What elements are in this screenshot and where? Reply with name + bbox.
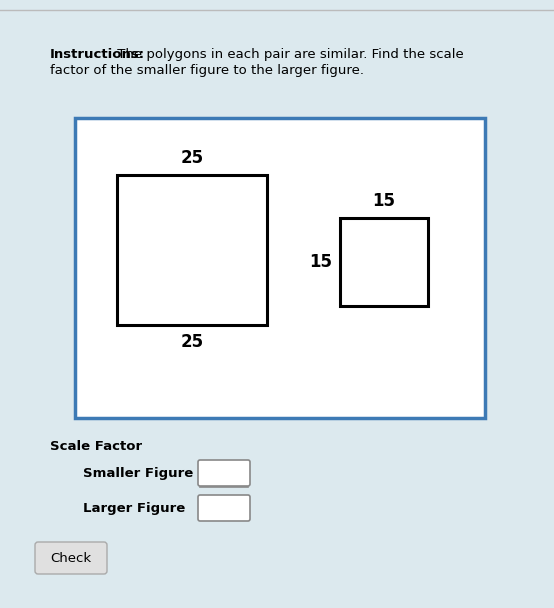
Text: Instructions:: Instructions: — [50, 48, 145, 61]
Text: Smaller Figure: Smaller Figure — [83, 467, 193, 480]
Text: The polygons in each pair are similar. Find the scale: The polygons in each pair are similar. F… — [113, 48, 464, 61]
Bar — [75, 118, 485, 418]
Text: Larger Figure: Larger Figure — [83, 502, 185, 515]
Text: 25: 25 — [181, 149, 203, 167]
FancyBboxPatch shape — [198, 460, 250, 486]
Text: 15: 15 — [309, 253, 332, 271]
Text: Check: Check — [50, 551, 91, 564]
Bar — [340, 218, 428, 306]
Text: factor of the smaller figure to the larger figure.: factor of the smaller figure to the larg… — [50, 64, 364, 77]
Text: Scale Factor: Scale Factor — [50, 440, 142, 453]
FancyBboxPatch shape — [35, 542, 107, 574]
Text: 15: 15 — [372, 192, 396, 210]
Text: 25: 25 — [181, 333, 203, 351]
FancyBboxPatch shape — [198, 495, 250, 521]
Bar — [117, 175, 267, 325]
